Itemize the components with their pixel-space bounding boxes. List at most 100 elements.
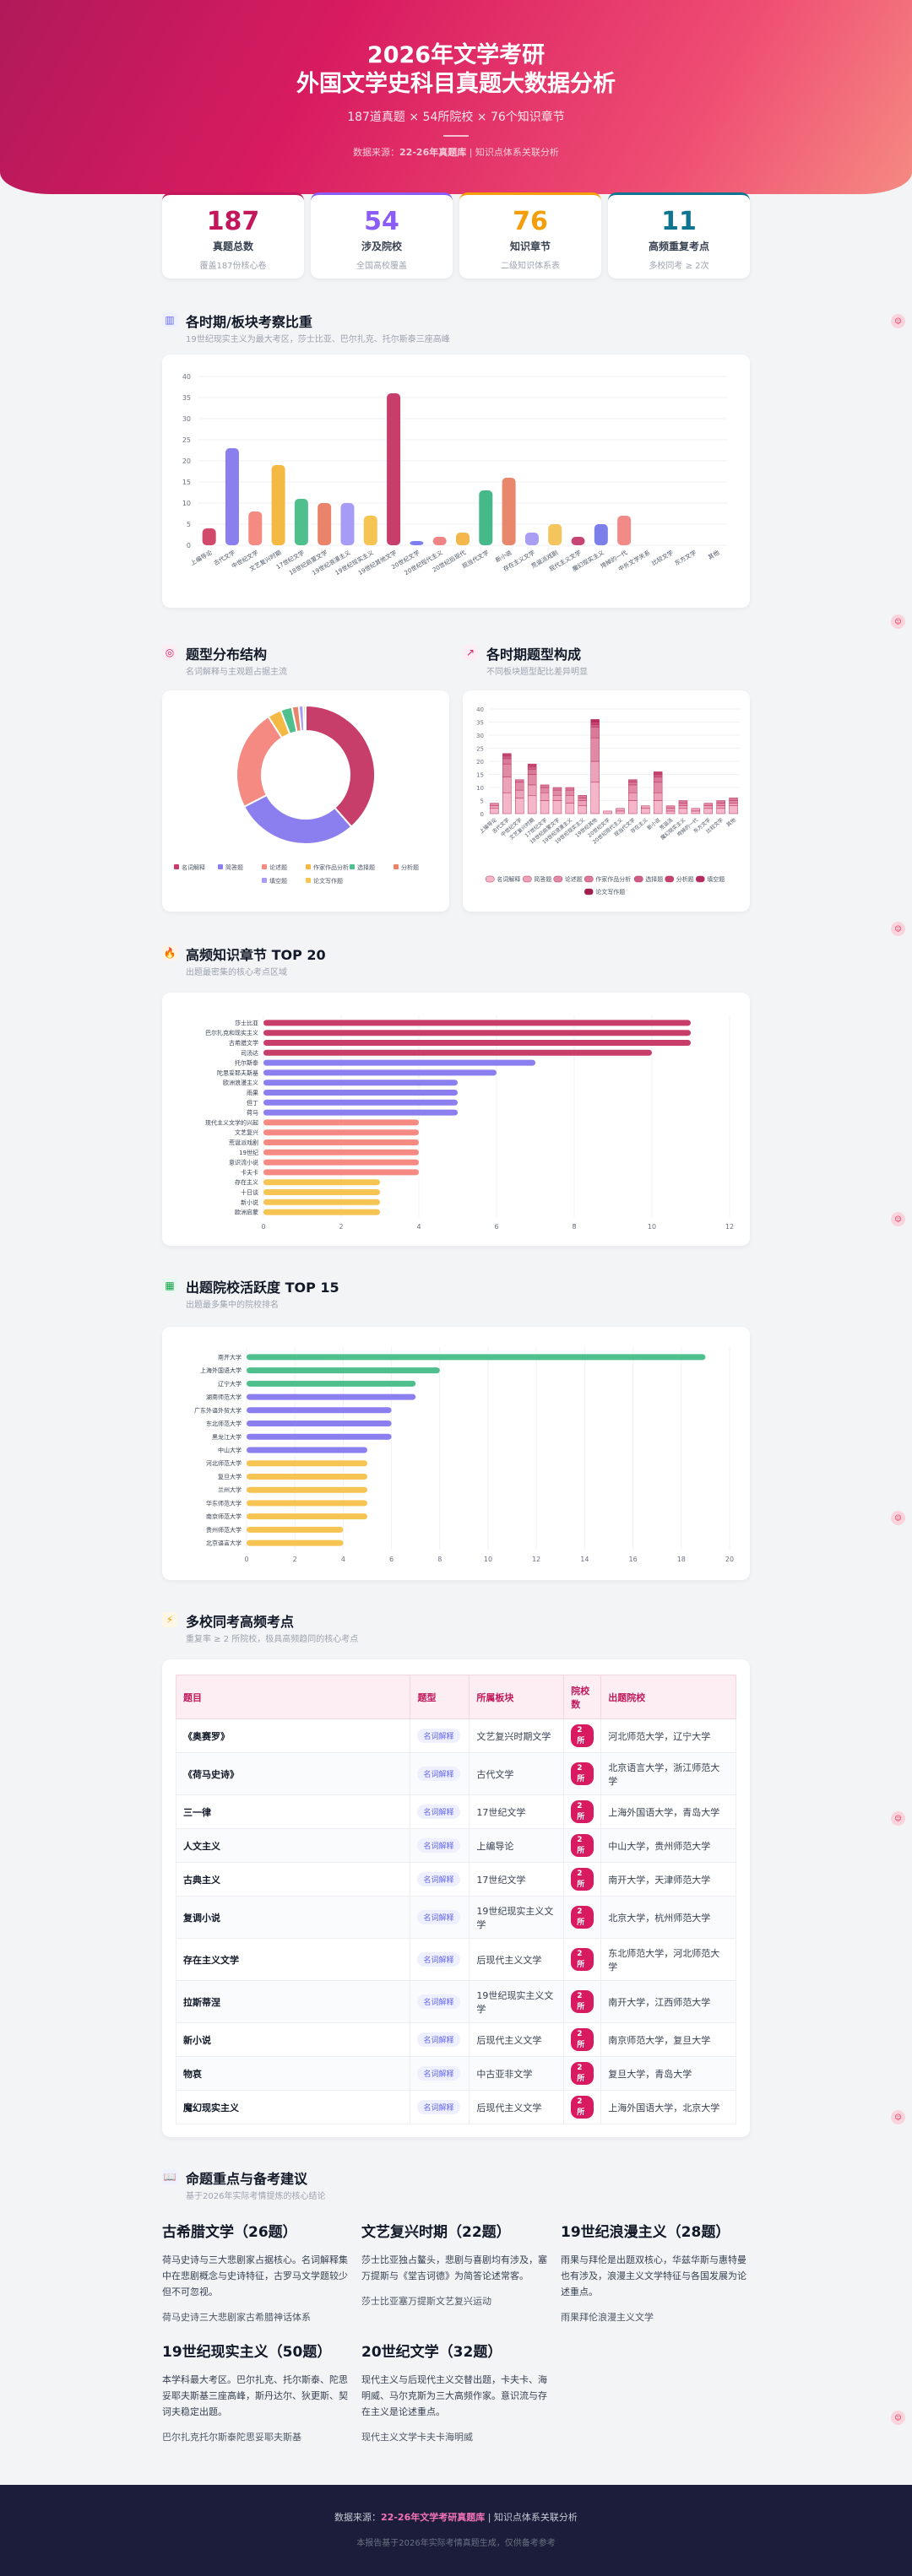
x-tick-label: 6 <box>389 1556 394 1563</box>
y-tick-label: 30 <box>476 733 484 739</box>
y-tick-label: 黑龙江大学 <box>212 1433 242 1441</box>
side-nav-icon[interactable]: ☺ <box>891 1212 905 1226</box>
table-row: 《荷马史诗》 名词解释 古代文学 2所 北京语言大学，浙江师范大学 <box>175 1752 736 1795</box>
pie-slice <box>236 715 284 809</box>
cell-count: 2所 <box>563 1896 602 1939</box>
stacked-bar-segment <box>665 810 676 814</box>
x-tick-label: 0 <box>244 1556 248 1563</box>
legend-label: 填空题 <box>269 877 287 885</box>
bar <box>263 1090 458 1096</box>
stacked-bar-segment <box>716 803 725 806</box>
x-tick-label: 20世纪现代主义 <box>403 549 444 576</box>
y-tick-label: 25 <box>182 436 191 444</box>
stat-label: 知识章节 <box>509 241 551 252</box>
side-nav-icon[interactable]: ☺ <box>891 922 905 936</box>
bar <box>340 503 355 545</box>
y-tick-label: 5 <box>480 798 484 805</box>
table-row: 人文主义 名词解释 上编导论 2所 中山大学，贵州师范大学 <box>175 1828 736 1863</box>
stacked-bar-segment <box>515 798 524 814</box>
bar <box>247 1500 367 1507</box>
legend-swatch <box>634 875 643 883</box>
y-tick-label: 但丁 <box>247 1099 258 1107</box>
legend-swatch <box>665 875 674 883</box>
cell-schools: 河北师范大学，辽宁大学 <box>600 1718 736 1753</box>
y-tick-label: 存在主义 <box>235 1178 258 1186</box>
stacked-bar-segment <box>653 782 663 793</box>
bar <box>247 1460 367 1467</box>
advice-title: 古希腊文学（26题） <box>162 2224 297 2241</box>
y-tick-label: 10 <box>476 785 484 792</box>
advice-block: 古希腊文学（26题） 荷马史诗与三大悲剧家占据核心。名词解释集中在悲剧概念与史诗特… <box>162 2223 355 2324</box>
school-icon: ▦ <box>162 1278 177 1293</box>
legend-label: 论文写作题 <box>313 877 343 885</box>
y-tick-label: 现代主义文学的兴起 <box>205 1118 258 1126</box>
stacked-bar-segment <box>628 792 638 801</box>
x-tick-label: 2 <box>293 1556 297 1563</box>
bar <box>263 1139 419 1145</box>
bar <box>294 499 308 545</box>
x-tick-label: 0 <box>261 1223 265 1231</box>
y-tick-label: 河北师范大学 <box>206 1459 242 1467</box>
side-nav-icon[interactable]: ☺ <box>891 2411 905 2425</box>
legend-label: 名词解释 <box>497 875 520 883</box>
y-tick-label: 司汤达 <box>241 1049 258 1057</box>
cell-schools: 南京师范大学，复旦大学 <box>600 2022 736 2057</box>
stat-card: 54 涉及院校 全国高校覆盖 <box>311 192 453 279</box>
stacked-bar-segment <box>590 782 600 814</box>
stat-value: 76 <box>513 207 548 236</box>
stacked-bar-segment <box>665 808 676 812</box>
y-tick-label: 5 <box>187 521 191 528</box>
stacked-bar-segment <box>628 800 638 814</box>
cell-count: 2所 <box>563 1828 602 1863</box>
stacked-bar-segment <box>552 789 562 796</box>
y-tick-label: 10 <box>182 500 191 507</box>
cell-schools: 北京大学，杭州师范大学 <box>600 1896 736 1939</box>
x-tick-label: 4 <box>416 1223 421 1231</box>
cell-period: 19世纪现实主义文学 <box>469 1896 565 1939</box>
bar <box>263 1199 380 1205</box>
side-nav-icon[interactable]: ☺ <box>891 1811 905 1826</box>
cell-term: 《荷马史诗》 <box>175 1752 411 1795</box>
stacked-bar-segment <box>628 784 638 793</box>
stat-value: 187 <box>206 207 260 236</box>
bar <box>263 1069 497 1076</box>
stacked-bar-segment <box>578 795 587 798</box>
stacked-bar-segment <box>653 774 663 777</box>
fire-icon: 🔥 <box>162 945 177 961</box>
footer-source: 数据来源：22-26年文学考研真题库 | 知识点体系关联分析 <box>334 2512 578 2523</box>
x-tick-label: 8 <box>572 1223 576 1231</box>
schools-hbar-chart: 0 2 4 6 8 10 12 14 16 18 20 南开大学上海外国语大学辽宁大学湖南师范大学广东… <box>194 1347 734 1563</box>
section-title: 出题院校活跃度 TOP 15 <box>186 1280 339 1296</box>
stacked-bar-segment <box>729 800 738 804</box>
side-nav-icon[interactable]: ☺ <box>891 614 905 629</box>
side-nav-icon[interactable]: ☺ <box>891 2110 905 2124</box>
y-tick-label: 辽宁大学 <box>218 1380 242 1388</box>
y-tick-label: 中山大学 <box>218 1447 242 1454</box>
advice-text: 现代主义与后现代主义交替出题，卡夫卡、海明威、马尔克斯为三大高频作家。意识流与存… <box>361 2374 547 2417</box>
legend-label: 分析题 <box>676 875 694 883</box>
section-subtitle: 名词解释与主观题占据主流 <box>186 668 287 677</box>
cell-schools: 南开大学，天津师范大学 <box>600 1862 736 1897</box>
table-row: 复调小说 名词解释 19世纪现实主义文学 2所 北京大学，杭州师范大学 <box>175 1896 736 1939</box>
x-tick-label: 4 <box>341 1556 345 1563</box>
stacked-bar-segment <box>590 724 600 728</box>
advice-keywords: 荷马史诗三大悲剧家古希腊神话体系 <box>162 2312 311 2323</box>
stacked-bar-segment <box>527 795 537 814</box>
stacked-bar-segment <box>527 784 537 796</box>
x-tick-label: 12 <box>532 1556 540 1563</box>
chapters-hbar-chart: 0 2 4 6 8 10 12 莎士比亚巴尔扎克和现实主义古希腊文学司汤达托尔斯泰陀思妥耶夫斯… <box>205 1015 734 1231</box>
stacked-bar-segment <box>653 800 663 814</box>
side-nav-icon[interactable]: ☺ <box>891 314 905 328</box>
stat-value: 11 <box>661 207 697 236</box>
stacked-bar-segment <box>716 808 725 814</box>
bar <box>263 1099 458 1106</box>
advice-keywords: 莎士比亚塞万提斯文艺复兴运动 <box>361 2296 491 2307</box>
x-tick-label: 10 <box>484 1556 492 1563</box>
side-nav-icon[interactable]: ☺ <box>891 1511 905 1525</box>
cell-term: 三一律 <box>175 1794 411 1829</box>
bar <box>263 1179 380 1186</box>
stacked-bar-segment <box>565 789 575 796</box>
y-tick-label: 欧洲启蒙 <box>235 1209 258 1216</box>
stacked-bar-segment <box>540 800 550 814</box>
bar <box>263 1020 691 1026</box>
